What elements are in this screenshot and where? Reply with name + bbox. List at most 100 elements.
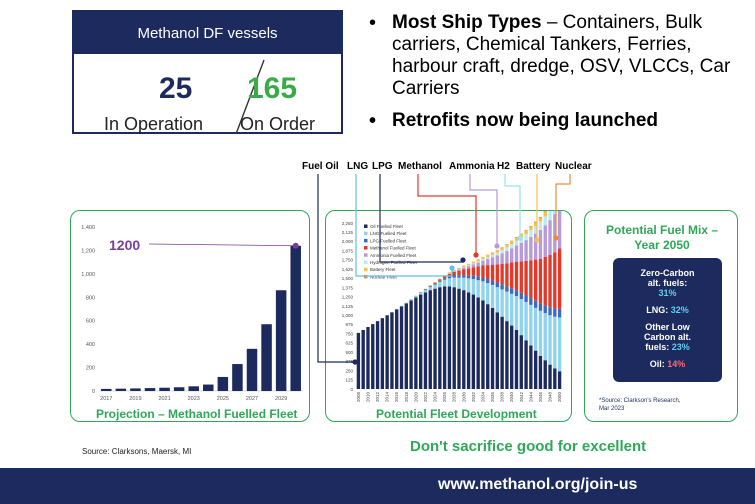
- mid-bar-2033-s6: [476, 259, 480, 262]
- fuel-mix-box: Zero-Carbon alt. fuels: 31% LNG: 32% Oth…: [613, 258, 722, 382]
- connector-lng: [355, 174, 453, 277]
- mid-bar-2048-s0: [548, 364, 552, 389]
- zero-carbon-line1: Zero-Carbon: [640, 268, 695, 278]
- left-bar-2030: [290, 245, 301, 391]
- fuel-label-h2: H2: [497, 161, 510, 172]
- mid-x-tick-2034: 2034: [480, 392, 485, 403]
- mid-bar-2021-s1: [418, 292, 423, 295]
- mid-bar-2048-s3: [548, 255, 552, 308]
- mid-bar-2025-s3: [438, 279, 442, 281]
- mid-bar-2044-s6: [529, 226, 533, 231]
- mid-bar-2040-s6: [510, 241, 514, 245]
- mid-bar-2031-s6: [466, 263, 471, 266]
- methanol-df-vessels-card: Methanol DF vessels 25 165 In Operation …: [72, 10, 343, 135]
- on-order-label: On Order: [240, 114, 316, 134]
- fuel-mix-source: *Source: Clarkson's Research, Mar 2023: [599, 397, 681, 413]
- mid-bar-2037-s5: [495, 252, 500, 256]
- mid-bar-2029-s1: [457, 277, 461, 289]
- mid-bar-2010-s0: [366, 327, 370, 389]
- in-operation-value: 25: [159, 72, 193, 105]
- mid-x-tick-2046: 2046: [538, 392, 543, 403]
- mid-bar-2047-s3: [543, 256, 547, 306]
- mid-bar-2041-s3: [514, 261, 519, 291]
- mid-bar-2009-s0: [361, 329, 365, 389]
- mid-legend-label-0: Oil Fuelled Fleet: [370, 224, 404, 229]
- mid-x-tick-2048: 2048: [548, 392, 553, 403]
- lng-entry: LNG: 32%: [613, 305, 722, 315]
- oil-entry: Oil: 14%: [613, 359, 722, 369]
- mid-bar-2042-s7: [519, 233, 523, 235]
- mid-bar-2027-s4: [447, 273, 452, 274]
- mid-bar-2047-s7: [543, 211, 547, 213]
- mid-bar-2040-s7: [510, 240, 514, 242]
- left-x-tick-2023: 2023: [188, 396, 200, 402]
- mid-bar-2032-s5: [471, 263, 476, 265]
- mid-bar-2037-s0: [495, 312, 500, 389]
- mid-bar-2050-s1: [557, 317, 562, 372]
- connector-dot-methanol: [473, 252, 479, 258]
- fuel-label-nuclear: Nuclear: [555, 161, 592, 172]
- connector-dot-lpg: [460, 257, 466, 263]
- mid-bar-2034-s3: [481, 265, 485, 278]
- mid-bar-2035-s6: [486, 254, 490, 258]
- left-bar-2029: [275, 290, 287, 391]
- mid-bar-2034-s2: [481, 277, 485, 282]
- mid-y-tick-12: 1,500: [342, 276, 354, 281]
- mid-bar-2039-s3: [505, 263, 509, 287]
- mid-bar-2011-s0: [371, 324, 375, 389]
- mid-legend-label-3: Methanol Fuelled Fleet: [370, 246, 417, 251]
- mid-bar-2024-s2: [433, 283, 437, 285]
- fuel-mix-source-line1: *Source: Clarkson's Research,: [599, 398, 681, 404]
- mid-bar-2049-s1: [553, 316, 557, 369]
- mid-bar-2047-s1: [543, 313, 547, 361]
- mid-bar-2049-s2: [553, 308, 557, 317]
- mid-bar-2040-s0: [510, 325, 514, 389]
- mid-bar-2043-s3: [524, 260, 528, 296]
- mid-bar-2030-s4: [462, 267, 466, 270]
- mid-y-tick-9: 1,125: [342, 304, 354, 309]
- mid-bar-2028-s0: [452, 287, 456, 389]
- mid-bar-2048-s1: [548, 315, 552, 365]
- mid-bar-2025-s0: [438, 287, 442, 389]
- mid-bar-2027-s0: [447, 286, 452, 389]
- mid-bar-2028-s2: [452, 275, 456, 278]
- mid-bar-2029-s3: [457, 270, 461, 276]
- connector-dot-fuel-oil: [352, 359, 358, 365]
- mid-bar-2027-s3: [447, 273, 452, 277]
- mid-bar-2024-s6: [433, 282, 437, 283]
- mid-bar-2022-s0: [423, 292, 428, 389]
- mid-y-tick-15: 1,875: [342, 248, 354, 253]
- mid-bar-2032-s1: [471, 279, 476, 295]
- mid-bar-2046-s1: [538, 310, 543, 356]
- connector-dot-battery: [534, 237, 540, 243]
- mid-bar-2030-s2: [462, 274, 466, 278]
- mid-bar-2035-s2: [486, 278, 490, 284]
- mid-bar-2041-s7: [514, 236, 519, 238]
- mid-bar-2037-s3: [495, 264, 500, 283]
- mid-bar-2045-s4: [533, 233, 538, 260]
- mid-bar-2050-s4: [557, 211, 562, 249]
- mid-x-tick-2020: 2020: [413, 392, 418, 403]
- mid-bar-2028-s3: [452, 271, 456, 276]
- fuel-label-methanol: Methanol: [398, 161, 442, 172]
- mid-bar-2026-s2: [442, 278, 447, 280]
- mid-bar-2041-s1: [514, 296, 519, 330]
- mid-x-tick-2028: 2028: [452, 392, 457, 403]
- zero-carbon-value: 31%: [658, 288, 677, 298]
- mid-bar-2020-s1: [414, 296, 418, 298]
- mid-x-tick-2036: 2036: [490, 392, 495, 403]
- mid-bar-2045-s0: [533, 350, 538, 389]
- mid-bar-2033-s3: [476, 266, 480, 277]
- mid-x-tick-2012: 2012: [375, 392, 380, 403]
- mid-bar-2033-s2: [476, 276, 480, 281]
- mid-bar-2027-s6: [447, 272, 452, 274]
- mid-bar-2041-s6: [514, 237, 519, 241]
- mid-bar-2040-s3: [510, 262, 514, 289]
- mid-bar-2037-s1: [495, 287, 500, 313]
- mid-bar-2033-s0: [476, 297, 480, 389]
- mid-bar-2030-s0: [462, 290, 466, 389]
- mid-x-tick-2030: 2030: [461, 392, 466, 403]
- fleet-development-panel: 0 125 250 375 500 625 750 875 1,000 1,125 1,250 1,3…: [325, 210, 572, 422]
- mid-bar-2017-s0: [399, 306, 404, 389]
- mid-bar-2026-s3: [442, 276, 447, 279]
